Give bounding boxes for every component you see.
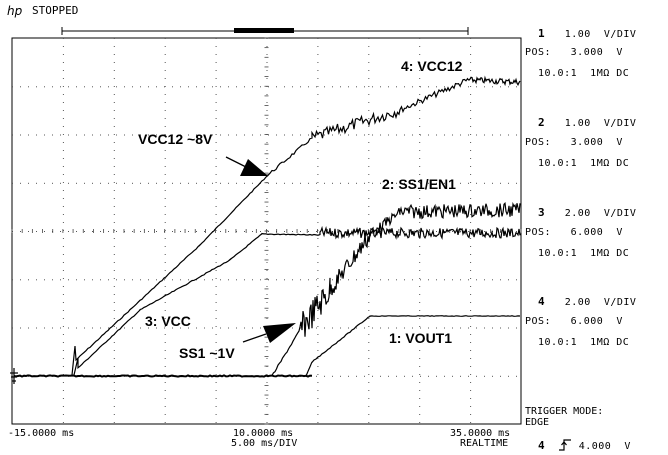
- trace-vcc12: [71, 75, 521, 376]
- ch2-probe: 10.0:1 1MΩ DC: [538, 158, 630, 169]
- ch2-pos: POS: 3.000 V: [525, 137, 623, 148]
- ch3-pos: POS: 6.000 V: [525, 227, 623, 238]
- memory-bar: [61, 27, 469, 35]
- ch1-probe: 10.0:1 1MΩ DC: [538, 68, 630, 79]
- ch4-pos: POS: 6.000 V: [525, 316, 623, 327]
- ch2-scale: 2 1.00 V/DIV: [538, 116, 637, 129]
- time-left: -15.0000 ms: [8, 428, 75, 439]
- trigger-mode-label: TRIGGER MODE:: [525, 406, 604, 417]
- time-per-div: 5.00 ms/DIV: [231, 438, 298, 449]
- trace-baseline: [13, 374, 313, 378]
- trace-ss1-en1: [271, 201, 521, 376]
- label-vcc: 3: VCC: [145, 313, 191, 329]
- ch1-pos: POS: 3.000 V: [525, 47, 623, 58]
- time-right: 35.0000 ms: [450, 428, 511, 439]
- label-ann-vcc12: VCC12 ~8V: [138, 131, 213, 147]
- label-vout1: 1: VOUT1: [389, 330, 453, 346]
- ch3-probe: 10.0:1 1MΩ DC: [538, 248, 630, 259]
- ch4-scale: 4 2.00 V/DIV: [538, 295, 637, 308]
- arrow-ss1: [242, 323, 296, 343]
- ch3-scale: 3 2.00 V/DIV: [538, 206, 637, 219]
- trigger-mode: EDGE: [525, 417, 550, 428]
- trigger-readout: 4 4.000 V: [538, 439, 631, 452]
- ch4-probe: 10.0:1 1MΩ DC: [538, 337, 630, 348]
- label-ann-ss1: SS1 ~1V: [179, 345, 235, 361]
- status-text: STOPPED: [32, 4, 79, 17]
- time-center: 10.0000 ms: [233, 428, 294, 439]
- graticule-grid: [11, 37, 522, 425]
- ground-marker-icon: [10, 368, 18, 384]
- trace-vout1: [305, 315, 521, 377]
- label-ss1-en1: 2: SS1/EN1: [382, 176, 456, 192]
- ch1-scale: 1 1.00 V/DIV: [538, 27, 637, 40]
- arrow-vcc12: [225, 156, 268, 176]
- hp-logo: hp: [7, 4, 23, 18]
- acq-mode: REALTIME: [460, 438, 509, 449]
- rising-edge-icon: [559, 439, 572, 451]
- label-vcc12: 4: VCC12: [401, 58, 463, 74]
- trace-vcc: [73, 225, 521, 376]
